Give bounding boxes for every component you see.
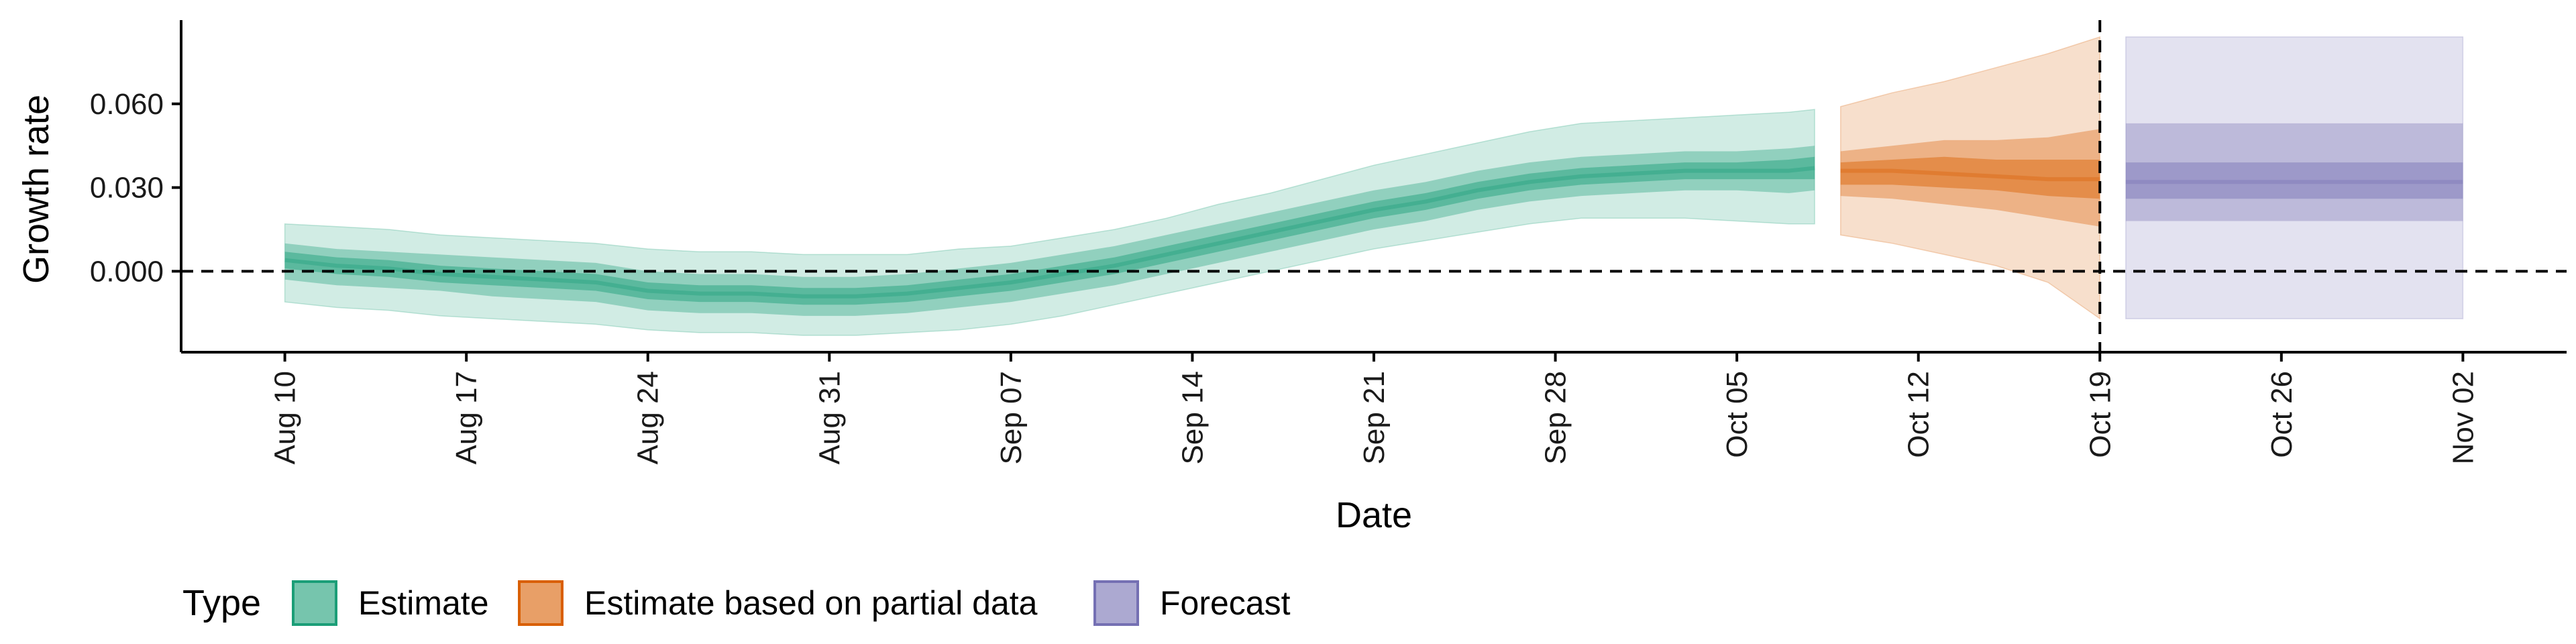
estimate-based-on-partial-data-inner-band bbox=[1840, 156, 2100, 199]
y-axis-title: Growth rate bbox=[16, 95, 56, 284]
legend: Type Estimate Estimate based on partial d… bbox=[182, 580, 1291, 626]
x-axis-title: Date bbox=[1336, 495, 1412, 535]
estimate-median-line bbox=[284, 166, 1815, 299]
x-tick-label: Oct 05 bbox=[1721, 371, 1754, 458]
x-tick-label: Aug 31 bbox=[813, 371, 846, 464]
x-tick-label: Oct 19 bbox=[2084, 371, 2116, 458]
median-lines bbox=[284, 166, 2463, 299]
legend-label-estimate: Estimate bbox=[358, 584, 489, 622]
x-tick-label: Oct 12 bbox=[1902, 371, 1935, 458]
y-tick-label: 0.000 bbox=[90, 255, 164, 288]
uncertainty-bands bbox=[284, 36, 2464, 336]
estimate-outer-band bbox=[284, 109, 1815, 336]
legend-key-estimate-based-on-partial-data bbox=[518, 580, 564, 626]
x-tick-label: Sep 14 bbox=[1176, 371, 1209, 464]
x-tick-label: Sep 21 bbox=[1358, 371, 1391, 464]
estimate-based-on-partial-data-mid-band bbox=[1840, 129, 2100, 227]
legend-title: Type bbox=[182, 583, 261, 623]
legend-key-forecast bbox=[1093, 580, 1139, 626]
forecast-inner-band bbox=[2125, 162, 2463, 199]
x-tick-label: Aug 24 bbox=[632, 371, 665, 464]
estimate-inner-band bbox=[284, 156, 1815, 305]
x-tick-label: Aug 17 bbox=[450, 371, 483, 464]
x-tick-label: Aug 10 bbox=[269, 371, 302, 464]
x-axis-ticks: Aug 10 Aug 17 Aug 24 Aug 31 Sep 07 Sep 14 Sep … bbox=[269, 352, 2479, 464]
y-axis-ticks: 0.000 0.030 0.060 bbox=[90, 88, 181, 288]
y-tick-label: 0.060 bbox=[90, 88, 164, 121]
legend-label-forecast: Forecast bbox=[1160, 584, 1291, 622]
legend-key-estimate bbox=[292, 580, 337, 626]
legend-label-estimate-based-on-partial-data: Estimate based on partial data bbox=[584, 584, 1038, 622]
forecast-mid-band bbox=[2125, 123, 2463, 221]
forecast-outer-band bbox=[2125, 36, 2464, 319]
estimate-mid-band bbox=[284, 146, 1815, 316]
x-tick-label: Sep 28 bbox=[1540, 371, 1572, 464]
estimate-based-on-partial-data-median-line bbox=[1840, 168, 2100, 182]
x-tick-label: Oct 26 bbox=[2265, 371, 2298, 458]
y-tick-label: 0.030 bbox=[90, 172, 164, 205]
x-tick-label: Sep 07 bbox=[995, 371, 1028, 464]
estimate-based-on-partial-data-outer-band bbox=[1839, 36, 2101, 320]
x-tick-label: Nov 02 bbox=[2447, 371, 2479, 464]
